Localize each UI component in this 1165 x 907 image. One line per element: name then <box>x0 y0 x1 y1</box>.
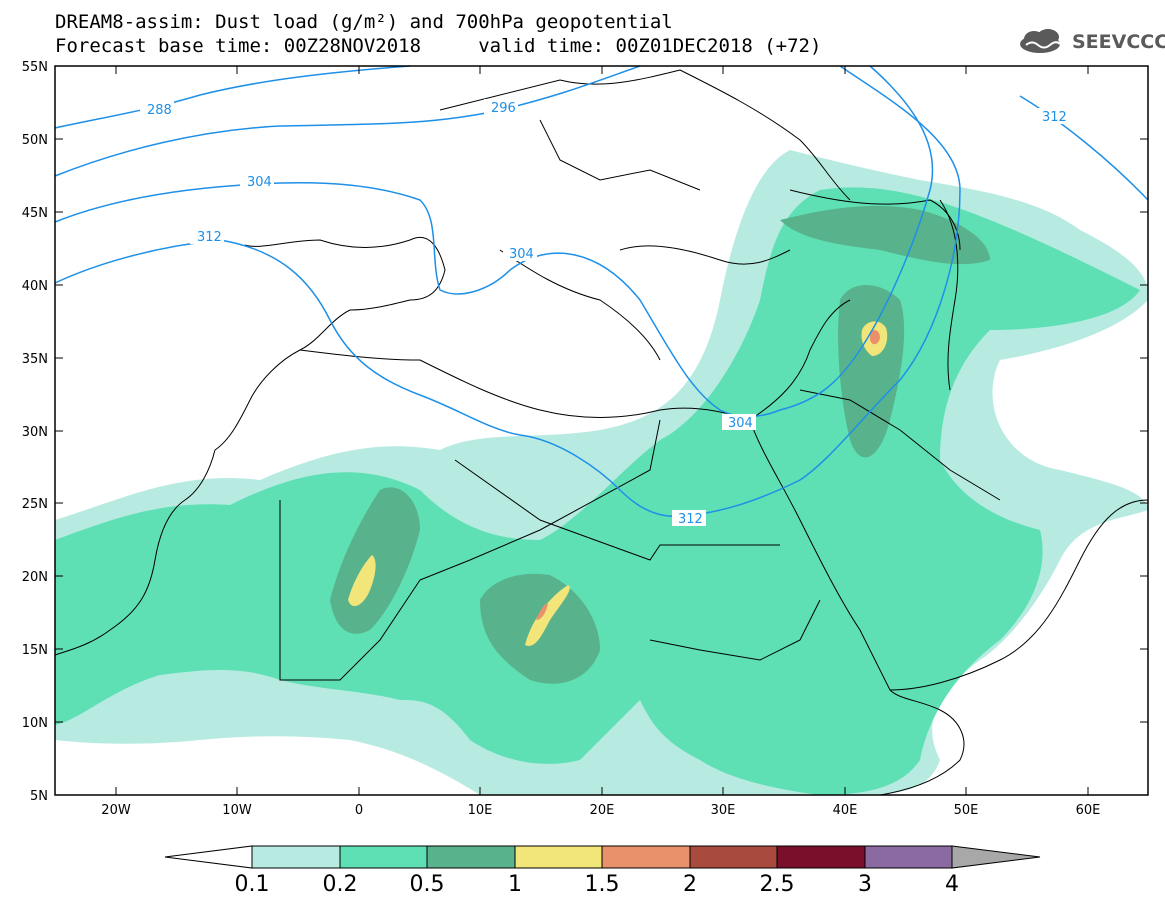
lon-axis <box>115 66 1089 795</box>
dust-level-1-5b <box>870 330 880 345</box>
dust-field <box>55 150 1149 795</box>
colorbar-swatch <box>601 845 691 869</box>
lat-tick-label: 50N <box>22 133 48 148</box>
lon-tick-label: 10W <box>222 803 252 818</box>
colorbar-label: 2 <box>683 872 697 897</box>
coastlines <box>54 69 1149 796</box>
contour-labels: 288 296 304 312 304 304 312 312 <box>140 99 1070 527</box>
lon-tick-label: 20W <box>101 803 131 818</box>
logo-label: SEEVCCC <box>1072 31 1165 53</box>
contour-label: 312 <box>197 230 222 245</box>
colorbar-swatch <box>426 845 516 869</box>
dust-level-0-5d <box>780 205 990 265</box>
geopotential-contours <box>54 65 1149 518</box>
lat-tick-label: 40N <box>22 279 48 294</box>
colorbar <box>164 845 1041 869</box>
lon-tick-label: 10E <box>468 803 493 818</box>
lon-tick-label: 30E <box>711 803 736 818</box>
colorbar-swatch <box>251 845 341 869</box>
colorbar-label: 0.2 <box>322 872 358 897</box>
lat-axis <box>55 65 1148 723</box>
colorbar-label: 0.5 <box>409 872 445 897</box>
contour-label: 304 <box>247 175 272 190</box>
lon-tick-label: 60E <box>1076 803 1101 818</box>
colorbar-over-arrow <box>951 845 1041 869</box>
lat-tick-label: 5N <box>30 789 48 804</box>
colorbar-swatch <box>864 845 953 869</box>
colorbar-label: 1 <box>508 872 522 897</box>
contour-label: 296 <box>491 101 516 116</box>
map-title: DREAM8-assim: Dust load (g/m²) and 700hP… <box>55 11 673 33</box>
cloud-icon <box>1020 29 1061 53</box>
lat-tick-label: 55N <box>22 60 48 75</box>
dust-level-1-5 <box>536 603 548 620</box>
dust-level-1 <box>348 555 376 607</box>
colorbar-label: 1.5 <box>584 872 620 897</box>
colorbar-label: 4 <box>945 872 959 897</box>
contour-label: 312 <box>678 512 703 527</box>
colorbar-swatch <box>689 845 778 869</box>
lat-tick-label: 20N <box>22 570 48 585</box>
contour-label: 304 <box>728 416 753 431</box>
lon-tick-label: 20E <box>590 803 615 818</box>
dust-level-1b <box>525 585 570 646</box>
lat-tick-label: 30N <box>22 425 48 440</box>
lat-tick-label: 25N <box>22 497 48 512</box>
colorbar-under-arrow <box>164 845 253 869</box>
lon-tick-label: 50E <box>954 803 979 818</box>
lon-tick-label: 0 <box>355 803 363 818</box>
lon-tick-label: 40E <box>833 803 858 818</box>
colorbar-label: 2.5 <box>759 872 795 897</box>
contour-label: 288 <box>147 103 172 118</box>
lat-tick-label: 35N <box>22 352 48 367</box>
colorbar-swatch <box>339 845 428 869</box>
contour-label: 304 <box>509 247 534 262</box>
colorbar-label: 0.1 <box>234 872 270 897</box>
colorbar-label: 3 <box>858 872 872 897</box>
colorbar-swatch <box>514 845 603 869</box>
contour-label: 312 <box>1042 110 1067 125</box>
lat-tick-label: 45N <box>22 206 48 221</box>
dust-level-0-5c <box>838 285 905 458</box>
map-subtitle: Forecast base time: 00Z28NOV2018 valid t… <box>55 35 822 57</box>
lat-tick-label: 15N <box>22 643 48 658</box>
lat-tick-labels: 55N 50N 45N 40N 35N 30N 25N 20N 15N 10N … <box>22 60 48 804</box>
lon-tick-labels: 20W 10W 0 10E 20E 30E 40E 50E 60E <box>101 803 1100 818</box>
lat-tick-label: 10N <box>22 716 48 731</box>
colorbar-swatch <box>776 845 866 869</box>
